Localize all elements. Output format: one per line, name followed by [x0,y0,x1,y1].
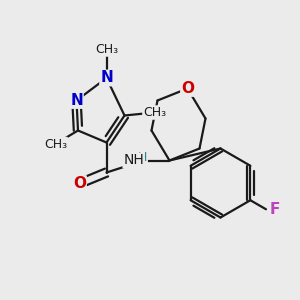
Text: O: O [181,81,194,96]
Text: NH: NH [123,154,144,167]
Text: O: O [73,176,86,191]
Text: CH₃: CH₃ [95,43,118,56]
Text: H: H [138,151,147,164]
Text: N: N [70,93,83,108]
Text: CH₃: CH₃ [143,106,166,119]
Text: F: F [270,202,280,217]
Text: CH₃: CH₃ [44,137,67,151]
Text: N: N [100,70,113,86]
